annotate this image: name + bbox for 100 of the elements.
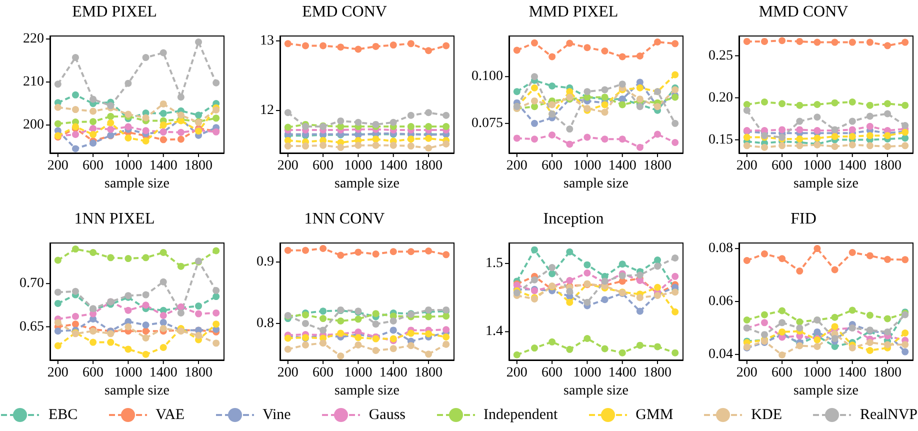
chart-title: EMD PIXEL (72, 4, 157, 20)
point (124, 255, 132, 262)
point (654, 262, 662, 270)
point (54, 318, 62, 326)
point (848, 38, 856, 46)
point (636, 272, 644, 279)
point (742, 256, 750, 264)
point (160, 49, 167, 56)
point (513, 351, 520, 358)
point (354, 316, 362, 323)
point (160, 249, 167, 256)
x-tick-label: 1800 (644, 366, 672, 380)
point (301, 341, 308, 348)
point (760, 250, 768, 258)
point (901, 38, 908, 46)
point (336, 44, 344, 51)
point (760, 98, 768, 106)
point (566, 277, 574, 284)
point (548, 270, 556, 278)
point (301, 42, 308, 50)
y-tick-label: 220 (23, 32, 44, 47)
point (513, 46, 520, 54)
point (813, 38, 820, 46)
point (848, 306, 856, 314)
point (566, 248, 574, 256)
point (142, 302, 150, 309)
x-tick-label: 1400 (149, 366, 178, 380)
point (813, 127, 820, 134)
point (72, 320, 79, 328)
point (107, 119, 114, 126)
point (618, 136, 626, 143)
point (866, 339, 873, 346)
point (584, 335, 591, 342)
point (90, 118, 97, 126)
point (566, 298, 574, 306)
point (778, 142, 786, 150)
point (354, 341, 362, 348)
y-tick-label: 0.70 (20, 276, 44, 292)
point (654, 284, 662, 291)
point (530, 136, 538, 143)
point (778, 319, 786, 326)
point (530, 97, 538, 104)
point (72, 54, 79, 62)
point (142, 328, 150, 335)
point (830, 335, 838, 342)
point (566, 288, 574, 295)
point (548, 53, 556, 60)
point (760, 319, 768, 326)
point (72, 131, 79, 138)
point (442, 42, 450, 50)
legend-label: KDE (751, 406, 782, 424)
point (760, 311, 768, 318)
point (442, 123, 450, 130)
point (424, 144, 432, 152)
x-tick-label: 1800 (184, 366, 213, 380)
y-tick-label: 0.9 (256, 254, 274, 270)
point (389, 326, 396, 334)
point (160, 278, 167, 286)
point (866, 132, 873, 140)
chart-title: MMD CONV (758, 4, 848, 20)
y-tick-label: 13 (260, 33, 274, 48)
point (618, 80, 626, 88)
x-tick-label: 1400 (838, 158, 866, 174)
point (813, 134, 820, 142)
point (548, 101, 556, 108)
point (654, 38, 662, 46)
point (406, 330, 414, 337)
point (848, 344, 856, 352)
point (160, 110, 167, 117)
point (124, 346, 132, 353)
point (672, 71, 679, 78)
x-axis-title: sample size (564, 176, 628, 192)
point (513, 88, 520, 96)
x-tick-label: 1000 (344, 158, 372, 174)
point (866, 122, 873, 130)
point (672, 272, 679, 280)
point (778, 351, 786, 358)
x-tick-label: 1400 (378, 366, 407, 380)
point (813, 101, 820, 108)
x-axis-title: sample size (104, 384, 170, 398)
point (124, 306, 132, 314)
x-tick-label: 600 (82, 366, 104, 380)
point (884, 110, 891, 118)
point (424, 247, 432, 254)
legend-label: Independent (484, 406, 558, 424)
legend-label: Gauss (368, 406, 406, 424)
point (760, 331, 768, 338)
point (442, 112, 450, 119)
point (424, 330, 432, 338)
point (813, 114, 820, 121)
y-tick-label: 0.25 (708, 48, 732, 64)
y-tick-label: 1.4 (486, 324, 503, 340)
point (212, 309, 220, 316)
point (90, 108, 97, 115)
point (672, 120, 679, 127)
point (796, 324, 803, 332)
point (319, 142, 326, 149)
point (354, 118, 362, 126)
point (901, 122, 908, 130)
x-tick-label: 1800 (184, 158, 213, 174)
